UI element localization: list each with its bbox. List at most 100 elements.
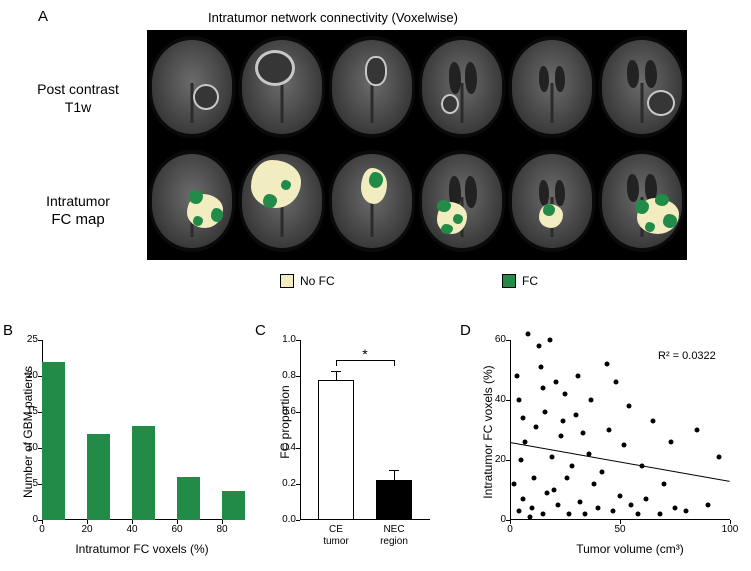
chart-d-point <box>613 380 618 385</box>
chart-c-ytick: 1.0 <box>272 334 296 345</box>
chart-b-bar <box>132 426 155 520</box>
cell-num: 2 <box>243 38 249 50</box>
row1-label-line2: T1w <box>65 99 91 115</box>
chart-c-bar <box>318 380 354 520</box>
chart-d-point <box>530 506 535 511</box>
brain-r2-c6: 6 <box>599 150 685 252</box>
chart-d-point <box>547 338 552 343</box>
panel-b-xlabel: Intratumor FC voxels (%) <box>62 542 222 556</box>
chart-d-point <box>519 458 524 463</box>
panel-b-ylabel: Number of GBM patients <box>21 352 35 512</box>
panel-a-label: A <box>38 8 48 25</box>
panel-a-title: Intratumor network connectivity (Voxelwi… <box>208 10 458 25</box>
brain-r2-c4: 4 <box>419 150 505 252</box>
chart-d-point <box>545 491 550 496</box>
chart-b-xtick: 0 <box>32 524 52 535</box>
legend-nofc: No FC <box>280 274 335 288</box>
chart-d-point <box>600 470 605 475</box>
chart-d-point <box>556 503 561 508</box>
brain-r1-c5: 5 <box>509 36 595 138</box>
chart-d-point <box>534 425 539 430</box>
cell-num: 6 <box>603 152 609 164</box>
chart-d-point <box>543 410 548 415</box>
chart-d-point <box>512 482 517 487</box>
cell-num: 4 <box>423 38 429 50</box>
chart-c-sig: * <box>359 346 371 362</box>
chart-d-point <box>560 419 565 424</box>
legend-fc-swatch <box>502 274 516 288</box>
panel-b-chart: 0510152025020406080 <box>42 340 222 520</box>
chart-d-point <box>668 440 673 445</box>
row1-label-line1: Post contrast <box>37 81 119 97</box>
chart-d-point <box>626 404 631 409</box>
chart-b-xtick: 80 <box>212 524 232 535</box>
chart-d-point <box>651 419 656 424</box>
chart-b-xtick: 20 <box>77 524 97 535</box>
chart-d-point <box>582 512 587 517</box>
cell-num: 3 <box>333 152 339 164</box>
chart-d-point <box>569 464 574 469</box>
panel-c-ylabel: FC proportion <box>278 372 292 472</box>
chart-b-bar <box>87 434 110 520</box>
chart-d-point <box>578 500 583 505</box>
panel-d-label: D <box>460 322 471 339</box>
chart-d-point <box>717 455 722 460</box>
cell-num: 1 <box>153 152 159 164</box>
chart-c-ytick: 0.2 <box>272 478 296 489</box>
chart-d-point <box>558 434 563 439</box>
chart-d-point <box>662 482 667 487</box>
chart-d-point <box>554 380 559 385</box>
chart-d-point <box>532 476 537 481</box>
panel-b-label: B <box>3 322 13 339</box>
legend-nofc-swatch <box>280 274 294 288</box>
chart-b-bar <box>177 477 200 520</box>
row2-label: Intratumor FC map <box>18 192 138 230</box>
panel-d-r2: R² = 0.0322 <box>658 350 716 362</box>
cell-num: 5 <box>513 38 519 50</box>
brain-r1-c6: 6 <box>599 36 685 138</box>
brain-r2-c5: 5 <box>509 150 595 252</box>
brain-r2-c2: 2 <box>239 150 325 252</box>
chart-d-point <box>538 365 543 370</box>
chart-c-yaxis <box>300 340 301 520</box>
chart-d-point <box>563 392 568 397</box>
chart-d-point <box>618 494 623 499</box>
chart-d-point <box>525 332 530 337</box>
cell-num: 1 <box>153 38 159 50</box>
chart-b-bar <box>222 491 245 520</box>
chart-d-point <box>536 344 541 349</box>
cell-num: 3 <box>333 38 339 50</box>
chart-d-point <box>607 428 612 433</box>
brain-grid: 1 2 3 4 5 6 1 2 <box>147 30 687 260</box>
legend-fc: FC <box>502 274 538 288</box>
chart-d-point <box>589 398 594 403</box>
chart-d-xtick: 0 <box>498 524 522 535</box>
chart-d-point <box>521 497 526 502</box>
chart-d-point <box>527 515 532 520</box>
chart-d-point <box>580 431 585 436</box>
chart-d-point <box>684 509 689 514</box>
chart-d-xtick: 50 <box>608 524 632 535</box>
chart-d-point <box>516 398 521 403</box>
chart-d-point <box>695 428 700 433</box>
panel-d-ylabel: Intratumor FC voxels (%) <box>481 352 495 512</box>
chart-d-ytick: 60 <box>486 334 506 345</box>
chart-b-ytick: 25 <box>18 334 38 345</box>
chart-d-point <box>565 476 570 481</box>
cell-num: 2 <box>243 152 249 164</box>
chart-d-yaxis <box>510 340 511 520</box>
chart-d-point <box>549 455 554 460</box>
chart-d-point <box>521 416 526 421</box>
chart-d-point <box>541 386 546 391</box>
chart-d-point <box>611 509 616 514</box>
chart-d-point <box>635 512 640 517</box>
row2-label-line1: Intratumor <box>46 193 110 209</box>
chart-c-xlabel: CE tumor <box>312 524 360 548</box>
chart-d-xtick: 100 <box>718 524 742 535</box>
chart-d-point <box>541 512 546 517</box>
panel-d-xlabel: Tumor volume (cm³) <box>550 542 710 556</box>
cell-num: 5 <box>513 152 519 164</box>
chart-d-point <box>591 482 596 487</box>
legend-nofc-text: No FC <box>300 274 335 288</box>
brain-r1-c4: 4 <box>419 36 505 138</box>
